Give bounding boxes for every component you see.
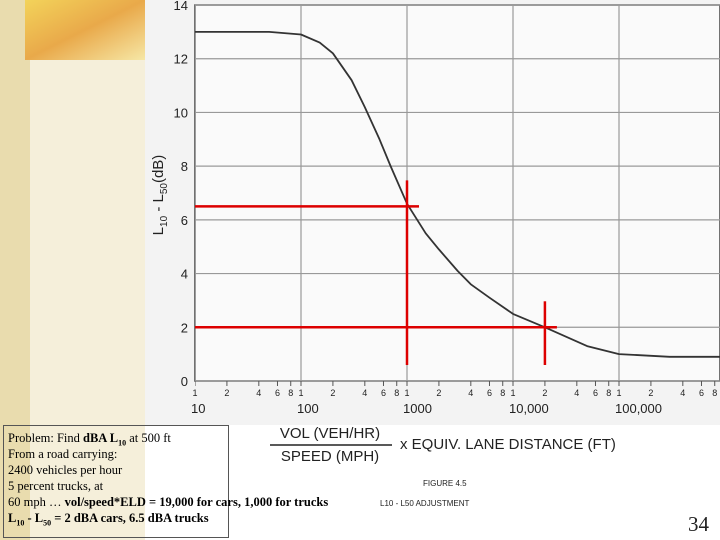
x-minor-tick-label: 1 [404, 388, 409, 398]
x-tick-label: 10 [191, 401, 205, 416]
x-minor-tick-label: 6 [487, 388, 492, 398]
x-minor-tick-label: 6 [593, 388, 598, 398]
x-minor-tick-label: 2 [542, 388, 547, 398]
x-minor-tick-label: 6 [275, 388, 280, 398]
x-tick-label: 10,000 [509, 401, 549, 416]
text-segment: = 2 dBA cars, 6.5 dBA trucks [51, 511, 209, 525]
x-minor-tick-label: 4 [256, 388, 261, 398]
plot-frame [194, 4, 720, 382]
side-panel [30, 60, 145, 540]
text-line: 60 mph … vol/speed*ELD = 19,000 for cars… [8, 494, 328, 510]
page-number: 34 [688, 512, 709, 536]
x-minor-tick-label: 8 [394, 388, 399, 398]
y-tick-label: 10 [174, 105, 188, 120]
figure-number: FIGURE 4.5 [423, 479, 467, 488]
x-minor-tick-label: 1 [192, 388, 197, 398]
x-minor-tick-label: 4 [362, 388, 367, 398]
side-strip [0, 0, 30, 540]
plot-area [195, 4, 720, 386]
text-line: 5 percent trucks, at [8, 478, 228, 494]
text-box: Problem: Find dBA L10 at 500 ft From a ro… [3, 425, 328, 538]
text-segment: 10 [16, 518, 25, 528]
text-segment: - L [24, 511, 44, 525]
x-minor-tick-label: 4 [680, 388, 685, 398]
text-segment: 2400 vehicles per hour [8, 463, 123, 477]
x-label-numerator: VOL (VEH/HR) [280, 425, 380, 442]
x-minor-tick-label: 4 [574, 388, 579, 398]
x-label-factor: x EQUIV. LANE DISTANCE (FT) [400, 436, 616, 453]
x-minor-tick-label: 2 [648, 388, 653, 398]
x-minor-tick-label: 8 [288, 388, 293, 398]
x-tick-label: 100 [297, 401, 319, 416]
y-axis-label: L10 - L50(dB) [150, 155, 170, 236]
text-segment: 10 [118, 438, 127, 448]
x-minor-tick-label: 8 [712, 388, 717, 398]
x-minor-tick-label: 1 [616, 388, 621, 398]
y-tick-label: 4 [181, 267, 188, 282]
y-tick-label: 6 [181, 213, 188, 228]
text-segment: 50 [43, 518, 52, 528]
text-segment: 60 mph … [8, 495, 65, 509]
text-segment: vol/speed*ELD = 19,000 for cars, 1,000 f… [64, 495, 329, 509]
corner-image [25, 0, 145, 60]
y-label-part: 50 [159, 183, 170, 195]
x-minor-tick-label: 2 [330, 388, 335, 398]
y-tick-label: 8 [181, 159, 188, 174]
y-tick-label: 2 [181, 320, 188, 335]
text-line: Problem: Find dBA L10 at 500 ft [8, 430, 228, 448]
y-tick-label: 14 [174, 0, 188, 13]
text-segment: at 500 ft [126, 431, 171, 445]
y-tick-label: 0 [181, 374, 188, 389]
text-line: 2400 vehicles per hour [8, 462, 228, 478]
curve [195, 31, 720, 358]
x-minor-tick-label: 6 [699, 388, 704, 398]
y-label-part: 10 [159, 215, 170, 227]
text-segment: Problem: Find [8, 431, 84, 445]
text-segment: 5 percent trucks, at [8, 479, 104, 493]
x-minor-tick-label: 6 [381, 388, 386, 398]
text-segment: dBA L [83, 431, 119, 445]
x-minor-tick-label: 8 [500, 388, 505, 398]
x-minor-tick-label: 8 [606, 388, 611, 398]
x-minor-tick-label: 2 [436, 388, 441, 398]
y-label-part: L [150, 227, 167, 235]
x-tick-label: 100,000 [615, 401, 662, 416]
y-label-part: (dB) [150, 155, 167, 183]
text-line: L10 - L50 = 2 dBA cars, 6.5 dBA trucks [8, 510, 228, 528]
text-line: From a road carrying: [8, 446, 228, 462]
x-minor-tick-label: 4 [468, 388, 473, 398]
figure-caption: L10 - L50 ADJUSTMENT [380, 499, 469, 508]
x-minor-tick-label: 1 [298, 388, 303, 398]
x-label-denominator: SPEED (MPH) [281, 448, 379, 465]
x-tick-label: 1000 [403, 401, 432, 416]
x-minor-tick-label: 2 [224, 388, 229, 398]
x-minor-tick-label: 1 [510, 388, 515, 398]
y-label-part: - L [150, 194, 167, 216]
text-segment: L [8, 511, 17, 525]
text-segment: From a road carrying: [8, 447, 118, 461]
y-tick-label: 12 [174, 52, 188, 67]
